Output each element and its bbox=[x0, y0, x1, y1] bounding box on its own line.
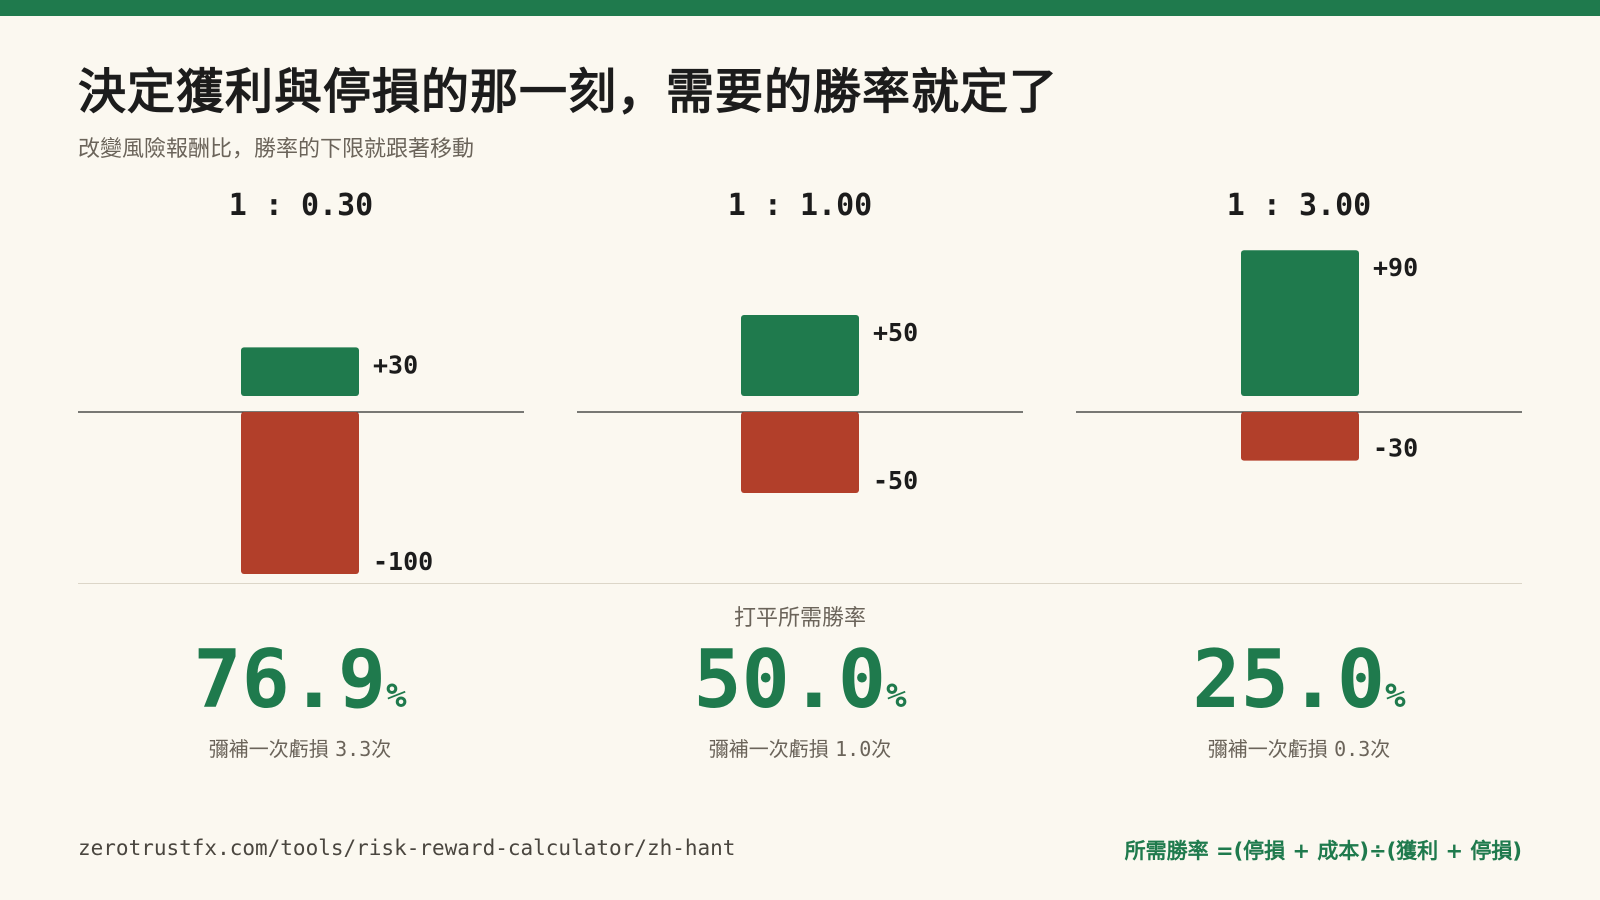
gain-bar bbox=[741, 315, 859, 396]
recover-text-2: 彌補一次虧損 1.0次 bbox=[577, 733, 1023, 762]
loss-value-label: -50 bbox=[873, 466, 918, 495]
top-accent-bar bbox=[0, 0, 1600, 16]
breakeven-rate-1: 76.9% bbox=[77, 636, 523, 724]
gain-value-label: +90 bbox=[1373, 253, 1418, 282]
rate-unit: % bbox=[886, 676, 907, 716]
recover-prefix: 彌補一次虧損 bbox=[708, 737, 829, 761]
page-subtitle: 改變風險報酬比，勝率的下限就跟著移動 bbox=[78, 137, 475, 162]
gain-bar bbox=[1241, 250, 1359, 396]
recover-text-1: 彌補一次虧損 3.3次 bbox=[77, 733, 523, 762]
breakeven-label: 打平所需勝率 bbox=[733, 606, 866, 631]
footer-formula: 所需勝率 =(停損 + 成本)÷(獲利 + 停損) bbox=[1124, 839, 1522, 863]
gain-value-label: +50 bbox=[873, 318, 918, 347]
recover-text-3: 彌補一次虧損 0.3次 bbox=[1076, 733, 1522, 762]
recover-value: 1.0次 bbox=[835, 737, 892, 761]
risk-reward-charts: 1 : 0.30 +30 -100 1 : 1.00 +50 -50 1 : 3.00 +90… bbox=[78, 188, 1522, 576]
rate-unit: % bbox=[1385, 676, 1406, 716]
recover-prefix: 彌補一次虧損 bbox=[208, 737, 329, 761]
ratio-label: 1 : 3.00 bbox=[1227, 188, 1372, 223]
recover-value: 0.3次 bbox=[1334, 737, 1391, 761]
loss-bar bbox=[241, 412, 359, 574]
gain-value-label: +30 bbox=[373, 350, 418, 379]
recover-value: 3.3次 bbox=[335, 737, 392, 761]
gain-bar bbox=[241, 347, 359, 396]
loss-bar bbox=[1241, 412, 1359, 461]
footer-url: zerotrustfx.com/tools/risk-reward-calcul… bbox=[78, 836, 736, 860]
breakeven-rate-2: 50.0% bbox=[577, 636, 1023, 724]
section-divider bbox=[78, 583, 1522, 584]
loss-bar bbox=[741, 412, 859, 493]
ratio-label: 1 : 0.30 bbox=[229, 188, 374, 223]
page-title: 決定獲利與停損的那一刻，需要的勝率就定了 bbox=[78, 64, 1059, 120]
ratio-label: 1 : 1.00 bbox=[728, 188, 873, 223]
rate-value: 76.9 bbox=[193, 633, 387, 726]
breakeven-rate-3: 25.0% bbox=[1076, 636, 1522, 724]
rate-value: 50.0 bbox=[693, 633, 887, 726]
recover-prefix: 彌補一次虧損 bbox=[1207, 737, 1328, 761]
rate-value: 25.0 bbox=[1192, 633, 1386, 726]
loss-value-label: -30 bbox=[1373, 434, 1418, 463]
loss-value-label: -100 bbox=[373, 547, 433, 576]
rate-unit: % bbox=[386, 676, 407, 716]
